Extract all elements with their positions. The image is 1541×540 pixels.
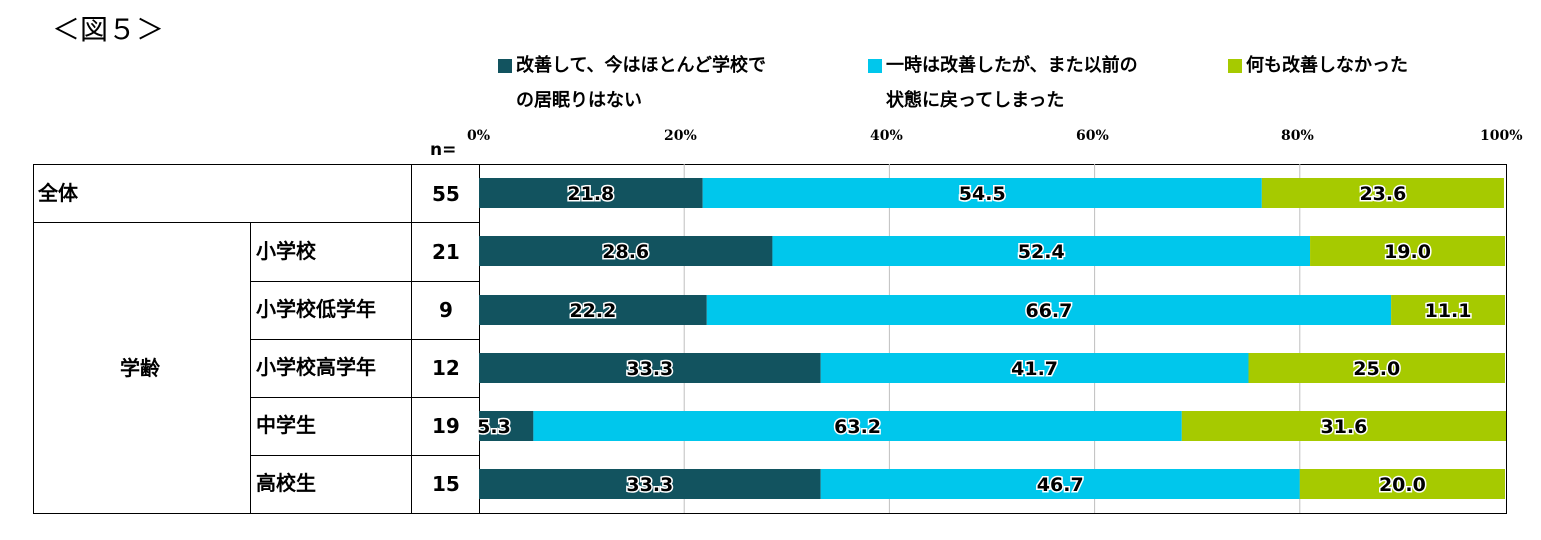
table-border-bottom <box>33 513 1507 514</box>
bar-segment <box>479 353 821 383</box>
data-label: 33.3 <box>626 358 673 380</box>
table-col-divider <box>479 164 480 514</box>
legend-label-relapsed-line2: 状態に戻ってしまった <box>886 90 1065 111</box>
table-border-left <box>33 164 34 514</box>
n-value: 55 <box>432 182 460 206</box>
bar-segment <box>1248 353 1505 383</box>
bar-segment <box>702 178 1262 208</box>
bar-segment <box>706 295 1392 325</box>
table-row-divider <box>33 222 479 223</box>
data-label: 22.2 <box>569 300 616 322</box>
bar-segment <box>1299 469 1505 499</box>
data-label: 66.7 <box>1025 300 1072 322</box>
data-label: 28.6 <box>602 241 649 263</box>
row-label-elementary: 小学校 <box>256 239 316 263</box>
x-tick-20: 20% <box>664 128 697 144</box>
table-border-top <box>33 164 1507 165</box>
legend-swatch-not-improved <box>1228 59 1242 73</box>
n-header: n= <box>430 140 457 160</box>
data-label: 25.0 <box>1353 358 1400 380</box>
bar-segment <box>479 469 821 499</box>
data-label: 19.0 <box>1384 241 1431 263</box>
table-row-divider <box>250 281 479 282</box>
bar-segment <box>479 295 707 325</box>
legend-label-not-improved: 何も改善しなかった <box>1246 55 1408 76</box>
bar-segment <box>479 178 703 208</box>
x-tick-80: 80% <box>1281 128 1314 144</box>
table-row-divider <box>250 339 479 340</box>
table-col-divider <box>250 222 251 514</box>
table-border-right <box>1506 164 1507 514</box>
legend-swatch-relapsed <box>868 59 882 73</box>
data-label: 23.6 <box>1359 183 1406 205</box>
table-col-divider <box>411 164 412 514</box>
group-label-school-age: 学齢 <box>120 356 160 380</box>
n-value: 19 <box>432 414 460 438</box>
row-label-elementary-upper: 小学校高学年 <box>256 355 376 379</box>
data-label: 54.5 <box>959 183 1006 205</box>
bar-segment <box>1261 178 1504 208</box>
row-label-overall: 全体 <box>38 181 78 205</box>
figure-label: ＜図５＞ <box>52 13 165 46</box>
bar-segment <box>479 411 534 441</box>
bar-segment <box>772 236 1311 266</box>
data-label: 20.0 <box>1379 474 1426 496</box>
x-tick-40: 40% <box>870 128 903 144</box>
table-row-divider <box>250 397 479 398</box>
legend-swatch-improved <box>498 59 512 73</box>
bar-segment <box>533 411 1182 441</box>
data-label: 63.2 <box>834 416 881 438</box>
bar-segment <box>820 353 1249 383</box>
row-label-elementary-lower: 小学校低学年 <box>256 297 376 321</box>
data-label: 33.3 <box>626 474 673 496</box>
bar-segment <box>1310 236 1505 266</box>
n-value: 12 <box>432 356 460 380</box>
bar-segment <box>820 469 1300 499</box>
bar-segment <box>1181 411 1507 441</box>
data-label: 41.7 <box>1011 358 1058 380</box>
data-label: 31.6 <box>1320 416 1367 438</box>
data-label: 5.3 <box>477 416 511 438</box>
data-label: 11.1 <box>1425 300 1472 322</box>
row-label-junior-high: 中学生 <box>256 413 316 437</box>
x-tick-0: 0% <box>467 128 491 144</box>
legend-label-improved-line2: の居眠りはない <box>516 90 642 111</box>
bar-segment <box>479 236 773 266</box>
n-value: 9 <box>439 298 453 322</box>
row-label-high-school: 高校生 <box>256 471 316 495</box>
legend-label-relapsed-line1: 一時は改善したが、また以前の <box>886 55 1138 76</box>
n-value: 15 <box>432 472 460 496</box>
legend-label-improved-line1: 改善して、今はほとんど学校で <box>516 55 767 76</box>
x-tick-60: 60% <box>1076 128 1109 144</box>
bar-segment <box>1391 295 1505 325</box>
table-row-divider <box>250 455 479 456</box>
n-value: 21 <box>432 240 460 264</box>
data-label: 52.4 <box>1018 241 1065 263</box>
data-label: 46.7 <box>1037 474 1084 496</box>
data-label: 21.8 <box>567 183 614 205</box>
x-tick-100: 100% <box>1480 128 1523 144</box>
